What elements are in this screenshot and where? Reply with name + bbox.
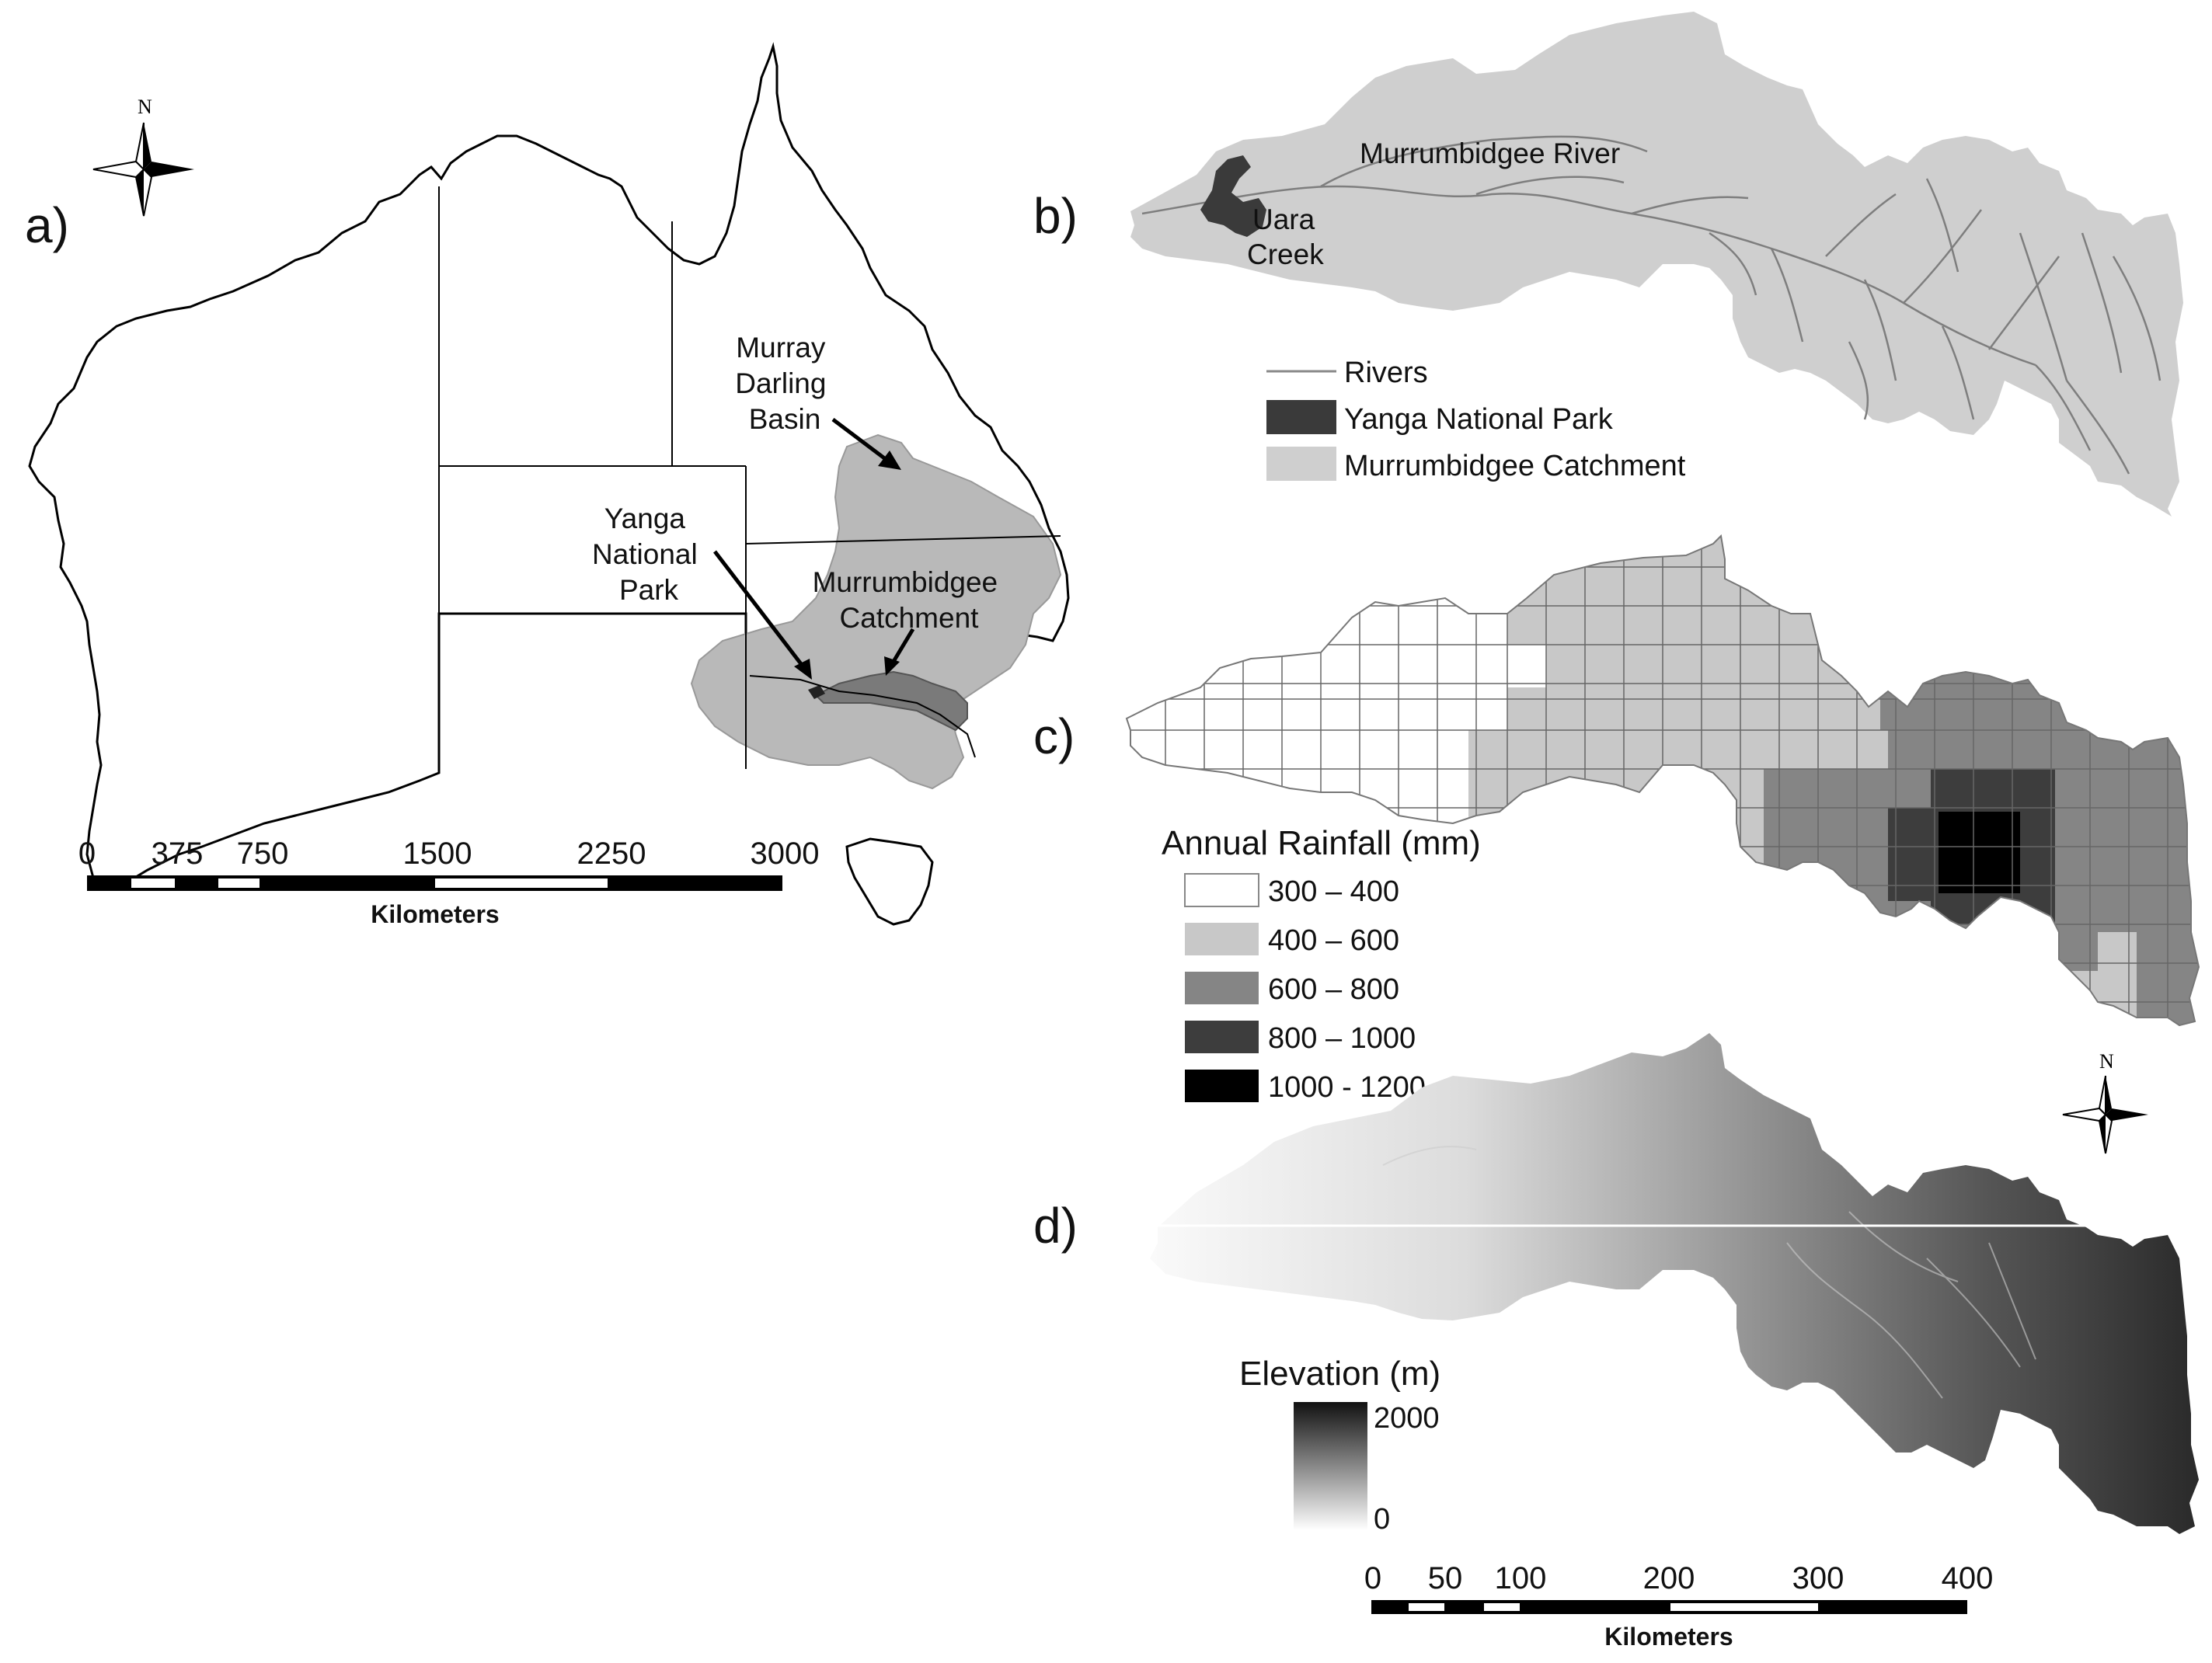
tasmania-outline [845,837,934,926]
scale-d-tick: 100 [1495,1561,1547,1595]
elevation-dem [1150,1033,2199,1534]
north-label: N [138,96,152,118]
river-label: Murrumbidgee River [1360,137,1620,169]
rainfall-swatch [1185,923,1259,955]
north-arrow-icon: N [2062,1050,2148,1154]
legend-b: Rivers Yanga National Park Murrumbidgee … [1266,357,1686,482]
scale-a-unit: Kilometers [371,900,499,928]
rainfall-class-label: 1000 - 1200 [1268,1071,1426,1104]
scale-a-tick: 0 [78,837,96,871]
rainfall-grid [1127,536,2199,1025]
scale-d-unit: Kilometers [1604,1623,1733,1651]
legend-yanga-swatch [1266,400,1336,434]
panel-d-letter: d) [1033,1198,1078,1254]
scale-a-tick: 375 [152,837,204,871]
north-label-d: N [2099,1050,2114,1073]
rainfall-class-label: 400 – 600 [1268,924,1399,957]
murrumbidgee-catchment-b [1130,12,2183,517]
state-borders [438,186,1061,773]
legend-yanga-label: Yanga National Park [1344,403,1614,436]
legend-catchment-label: Murrumbidgee Catchment [1344,450,1686,482]
scale-d-tick: 200 [1643,1561,1695,1595]
terrain-texture [1382,1146,2036,1399]
scale-bar-a: 0 375 750 1500 2250 3000 Kilometers [78,837,820,928]
panel-a: a) N [25,42,1070,928]
panel-c-letter: c) [1033,708,1075,764]
north-arrow-icon: N [92,96,194,217]
callout-arrows [713,418,915,680]
yanga-national-park [1200,155,1266,237]
legend-d: Elevation (m) 2000 0 [1239,1355,1440,1536]
scale-d-tick: 0 [1364,1561,1381,1595]
panel-c: c) [1033,534,2200,1104]
rainfall-swatch [1185,1070,1259,1102]
elevation-legend-title: Elevation (m) [1239,1355,1440,1393]
murray-darling-basin [690,433,1062,790]
scale-a-tick: 1500 [403,837,472,871]
scale-bar-d: 0 50 100 200 300 400 Kilometers [1364,1561,1994,1651]
rainfall-legend-title: Annual Rainfall (mm) [1162,824,1481,862]
elevation-max-label: 2000 [1374,1402,1440,1435]
elevation-ramp [1294,1402,1367,1530]
murray-darling-label: Murray Darling Basin [735,332,834,435]
rainfall-class-label: 300 – 400 [1268,875,1399,908]
uara-creek-label: Uara Creek [1247,204,1324,270]
legend-rivers-label: Rivers [1344,357,1428,389]
scale-d-tick: 300 [1792,1561,1844,1595]
panel-b-letter: b) [1033,188,1078,244]
rainfall-swatch [1185,1021,1259,1053]
murrumbidgee-label-a: Murrumbidgee Catchment [813,566,1006,634]
yanga-label: Yanga National Park [592,503,705,606]
yanga-park-a [808,685,825,699]
rainfall-class-label: 600 – 800 [1268,973,1399,1006]
rainfall-class-label: 800 – 1000 [1268,1022,1416,1055]
rainfall-swatch [1185,972,1259,1004]
panel-d: d) N Elevation (m) 2000 0 [1033,1033,2203,1651]
river-network [1141,135,2161,475]
legend-catchment-swatch [1266,447,1336,481]
rainfall-outline [1125,534,2200,1027]
panel-a-letter: a) [25,197,69,253]
elevation-min-label: 0 [1374,1503,1390,1536]
legend-c: Annual Rainfall (mm) 300 – 400 400 – 600… [1162,824,1481,1104]
scale-a-tick: 3000 [751,837,820,871]
rainfall-swatch [1184,873,1259,907]
scale-a-tick: 2250 [577,837,646,871]
scale-d-tick: 400 [1942,1561,1994,1595]
scale-a-tick: 750 [237,837,289,871]
scale-d-tick: 50 [1428,1561,1463,1595]
panel-b: b) Murrumbidgee River Uara [1033,12,2183,517]
